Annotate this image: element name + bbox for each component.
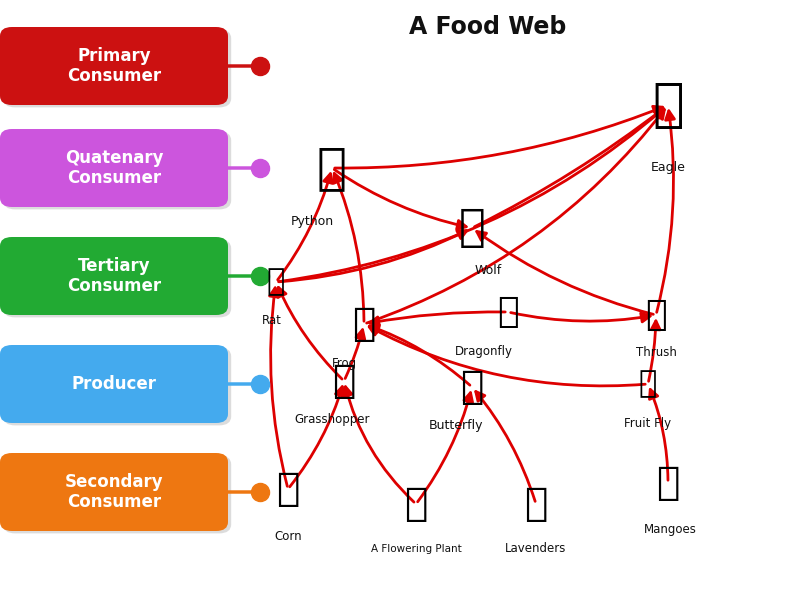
FancyBboxPatch shape xyxy=(3,29,231,107)
Text: Secondary
Consumer: Secondary Consumer xyxy=(65,473,163,511)
Text: Wolf: Wolf xyxy=(474,263,502,277)
Text: Grasshopper: Grasshopper xyxy=(294,413,370,427)
FancyBboxPatch shape xyxy=(0,27,228,105)
Text: Rat: Rat xyxy=(262,314,282,328)
Text: Butterfly: Butterfly xyxy=(429,419,483,433)
FancyBboxPatch shape xyxy=(3,347,231,425)
FancyBboxPatch shape xyxy=(3,455,231,533)
Text: Eagle: Eagle xyxy=(650,161,686,175)
Text: 🦅: 🦅 xyxy=(652,79,684,131)
Text: 🌽: 🌽 xyxy=(276,470,300,508)
Text: Dragonfly: Dragonfly xyxy=(455,344,513,358)
Text: Python: Python xyxy=(290,215,334,229)
Text: 💐: 💐 xyxy=(524,485,548,523)
Text: Frog: Frog xyxy=(331,356,357,370)
FancyBboxPatch shape xyxy=(3,239,231,317)
FancyBboxPatch shape xyxy=(0,453,228,531)
FancyBboxPatch shape xyxy=(0,129,228,207)
Text: 🐍: 🐍 xyxy=(317,144,347,192)
Text: 🪲: 🪲 xyxy=(639,370,657,398)
Text: 🪰: 🪰 xyxy=(497,295,519,329)
Text: 🐀: 🐀 xyxy=(267,268,285,296)
Text: 🥭: 🥭 xyxy=(656,464,680,502)
Text: 🦋: 🦋 xyxy=(460,368,484,406)
Text: Producer: Producer xyxy=(71,375,157,393)
FancyBboxPatch shape xyxy=(0,237,228,315)
Text: Corn: Corn xyxy=(274,530,302,544)
Text: 🐦: 🐦 xyxy=(645,298,667,332)
Text: A Flowering Plant: A Flowering Plant xyxy=(370,544,462,554)
FancyBboxPatch shape xyxy=(3,131,231,209)
Text: Thrush: Thrush xyxy=(635,346,677,359)
Text: A Food Web: A Food Web xyxy=(410,15,566,39)
Text: 🧛: 🧛 xyxy=(332,362,356,400)
Text: Quatenary
Consumer: Quatenary Consumer xyxy=(65,149,163,187)
Text: Tertiary
Consumer: Tertiary Consumer xyxy=(67,257,161,295)
Text: Primary
Consumer: Primary Consumer xyxy=(67,47,161,85)
Text: 🌸: 🌸 xyxy=(404,485,428,523)
Text: Lavenders: Lavenders xyxy=(506,542,566,556)
Text: 🐸: 🐸 xyxy=(352,305,376,343)
Text: Mangoes: Mangoes xyxy=(644,523,697,536)
Text: Fruit Fly: Fruit Fly xyxy=(625,416,671,430)
Text: 🐺: 🐺 xyxy=(458,206,486,250)
FancyBboxPatch shape xyxy=(0,345,228,423)
